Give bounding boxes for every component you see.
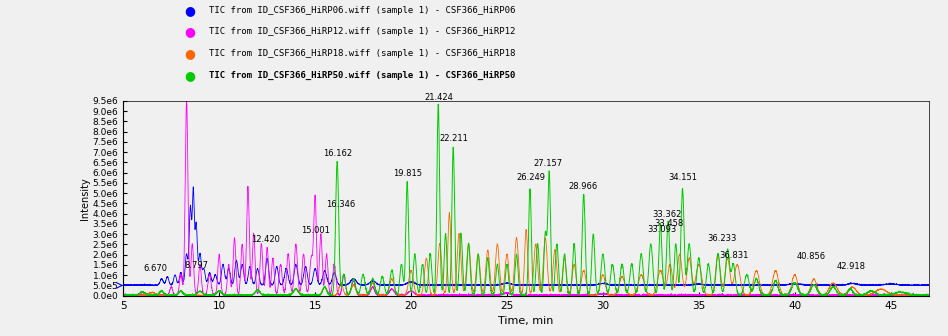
Text: 8.797: 8.797 <box>184 261 209 269</box>
Text: 15.001: 15.001 <box>301 226 330 235</box>
Text: ●: ● <box>184 47 195 60</box>
Text: 33.362: 33.362 <box>652 210 682 219</box>
Text: TIC from ID_CSF366_HiRP18.wiff (sample 1) - CSF366_HiRP18: TIC from ID_CSF366_HiRP18.wiff (sample 1… <box>209 49 515 58</box>
Text: TIC from ID_CSF366_HiRP06.wiff (sample 1) - CSF366_HiRP06: TIC from ID_CSF366_HiRP06.wiff (sample 1… <box>209 6 515 14</box>
Text: 33.093: 33.093 <box>647 225 677 234</box>
Text: TIC from ID_CSF366_HiRP50.wiff (sample 1) - CSF366_HiRP50: TIC from ID_CSF366_HiRP50.wiff (sample 1… <box>209 71 515 80</box>
Text: 40.856: 40.856 <box>796 252 826 261</box>
Y-axis label: Intensity: Intensity <box>80 177 90 220</box>
Text: 22.211: 22.211 <box>439 134 468 143</box>
Text: 27.157: 27.157 <box>534 159 563 168</box>
X-axis label: Time, min: Time, min <box>499 316 554 326</box>
Text: ●: ● <box>184 69 195 82</box>
Text: 6.670: 6.670 <box>143 264 167 273</box>
Text: 42.918: 42.918 <box>836 262 866 271</box>
Text: 34.151: 34.151 <box>668 173 697 182</box>
Text: 16.162: 16.162 <box>323 149 352 158</box>
Text: 16.346: 16.346 <box>326 200 356 209</box>
Text: 21.424: 21.424 <box>424 93 453 102</box>
Text: 36.831: 36.831 <box>720 251 749 260</box>
Text: ●: ● <box>184 26 195 38</box>
Text: TIC from ID_CSF366_HiRP12.wiff (sample 1) - CSF366_HiRP12: TIC from ID_CSF366_HiRP12.wiff (sample 1… <box>209 28 515 36</box>
Text: 26.249: 26.249 <box>517 173 545 182</box>
Text: 12.420: 12.420 <box>251 235 280 244</box>
Text: 19.815: 19.815 <box>393 169 422 178</box>
Text: 28.966: 28.966 <box>569 182 597 191</box>
Text: 33.458: 33.458 <box>655 219 684 227</box>
Text: 36.233: 36.233 <box>708 234 738 243</box>
Text: ●: ● <box>184 4 195 16</box>
